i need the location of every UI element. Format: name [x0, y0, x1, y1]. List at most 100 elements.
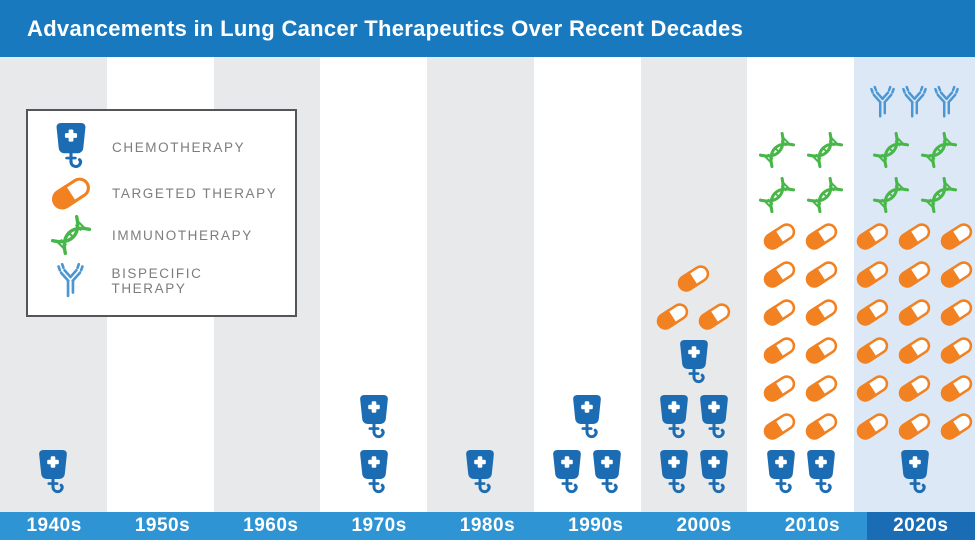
targeted-therapy-icon: [803, 222, 840, 251]
decade-label-2010s: 2010s: [784, 515, 841, 536]
targeted-therapy-icon: [938, 222, 975, 251]
icon-row: [872, 176, 958, 214]
targeted-therapy-icon: [896, 260, 933, 289]
icon-row: [761, 336, 840, 365]
icon-row: [758, 176, 844, 214]
icon-row: [868, 83, 961, 123]
icon-row: [758, 131, 844, 169]
chemotherapy-icon: [359, 450, 389, 496]
chemotherapy-icon: [465, 450, 495, 496]
chemotherapy-icon: [766, 450, 796, 496]
targeted-therapy-icon: [896, 222, 933, 251]
decade-label-1940s: 1940s: [26, 515, 82, 536]
icon-row: [854, 222, 975, 251]
immunotherapy-icon: [42, 215, 100, 256]
targeted-therapy-icon: [854, 336, 891, 365]
immunotherapy-icon: [758, 131, 796, 169]
decade-label-1970s: 1970s: [351, 515, 407, 536]
chemotherapy-icon: [659, 450, 689, 496]
legend-item-immuno: IMMUNOTHERAPY: [42, 215, 281, 256]
icon-row: [766, 450, 836, 496]
decade-column-2010s: [747, 57, 854, 512]
chemotherapy-icon: [359, 395, 389, 441]
icon-row: [359, 450, 389, 496]
icon-row: [552, 450, 622, 496]
bispecific-therapy-icon: [868, 83, 897, 123]
targeted-therapy-icon: [803, 298, 840, 327]
targeted-therapy-icon: [761, 374, 798, 403]
targeted-therapy-icon: [938, 336, 975, 365]
targeted-therapy-icon: [938, 260, 975, 289]
icon-row: [675, 264, 712, 293]
icon-row: [761, 260, 840, 289]
immunotherapy-icon: [806, 176, 844, 214]
targeted-therapy-icon: [854, 298, 891, 327]
decade-column-1990s: [533, 57, 641, 512]
decade-label-1960s: 1960s: [243, 515, 299, 536]
decade-column-2020s: [854, 57, 975, 512]
immunotherapy-icon: [806, 131, 844, 169]
targeted-therapy-icon: [761, 412, 798, 441]
icon-row: [854, 412, 975, 441]
legend-item-label: CHEMOTHERAPY: [112, 139, 246, 155]
decade-label-2020s: 2020s: [866, 512, 975, 540]
targeted-therapy-icon: [42, 176, 100, 211]
icon-row: [761, 374, 840, 403]
chemotherapy-icon: [679, 340, 709, 386]
icon-row: [38, 450, 68, 496]
decade-axis: 1940s 1950s 1960s 1970s 1980s 1990s 2000s 2010s…: [0, 512, 975, 540]
chemotherapy-icon: [699, 395, 729, 441]
targeted-therapy-icon: [854, 222, 891, 251]
chemotherapy-icon: [900, 450, 930, 496]
legend-item-label: TARGETED THERAPY: [112, 185, 278, 201]
decade-label-1980s: 1980s: [459, 515, 516, 536]
icon-row: [659, 450, 729, 496]
targeted-therapy-icon: [896, 412, 933, 441]
chemotherapy-icon: [38, 450, 68, 496]
icon-row: [761, 222, 840, 251]
page-title: Advancements in Lung Cancer Therapeutics…: [27, 15, 744, 41]
icon-row: [679, 340, 709, 386]
chemotherapy-icon: [699, 450, 729, 496]
immunotherapy-icon: [920, 176, 958, 214]
icon-row: [872, 131, 958, 169]
decade-label-2000s: 2000s: [676, 515, 732, 536]
decade-label-1950s: 1950s: [134, 515, 191, 536]
targeted-therapy-icon: [761, 260, 798, 289]
legend-item-label: BISPECIFIC THERAPY: [111, 266, 203, 297]
icon-row: [654, 302, 733, 331]
immunotherapy-icon: [872, 131, 910, 169]
icon-row: [572, 395, 602, 441]
immunotherapy-icon: [872, 176, 910, 214]
icon-row: [854, 298, 975, 327]
targeted-therapy-icon: [803, 336, 840, 365]
chemotherapy-icon: [659, 395, 689, 441]
legend-item-targeted: TARGETED THERAPY: [42, 176, 281, 211]
targeted-therapy-icon: [696, 302, 733, 331]
bispecific-therapy-icon: [42, 260, 99, 303]
targeted-therapy-icon: [938, 374, 975, 403]
icon-row: [900, 450, 930, 496]
targeted-therapy-icon: [854, 374, 891, 403]
icon-row: [465, 450, 495, 496]
targeted-therapy-icon: [803, 260, 840, 289]
targeted-therapy-icon: [938, 298, 975, 327]
targeted-therapy-icon: [761, 222, 798, 251]
chemotherapy-icon: [572, 395, 602, 441]
targeted-therapy-icon: [761, 298, 798, 327]
legend: CHEMOTHERAPY TARGETED THERAPY IMMUNOTHER…: [26, 109, 297, 317]
targeted-therapy-icon: [896, 336, 933, 365]
targeted-therapy-icon: [761, 336, 798, 365]
legend-item-label: IMMUNOTHERAPY: [112, 227, 253, 243]
decade-label-1990s: 1990s: [568, 515, 624, 536]
targeted-therapy-icon: [803, 412, 840, 441]
icon-row: [359, 395, 389, 441]
targeted-therapy-icon: [854, 260, 891, 289]
targeted-therapy-icon: [938, 412, 975, 441]
icon-row: [659, 395, 729, 441]
icon-row: [761, 412, 840, 441]
immunotherapy-icon: [758, 176, 796, 214]
bispecific-therapy-icon: [932, 83, 961, 123]
chemotherapy-icon: [552, 450, 582, 496]
